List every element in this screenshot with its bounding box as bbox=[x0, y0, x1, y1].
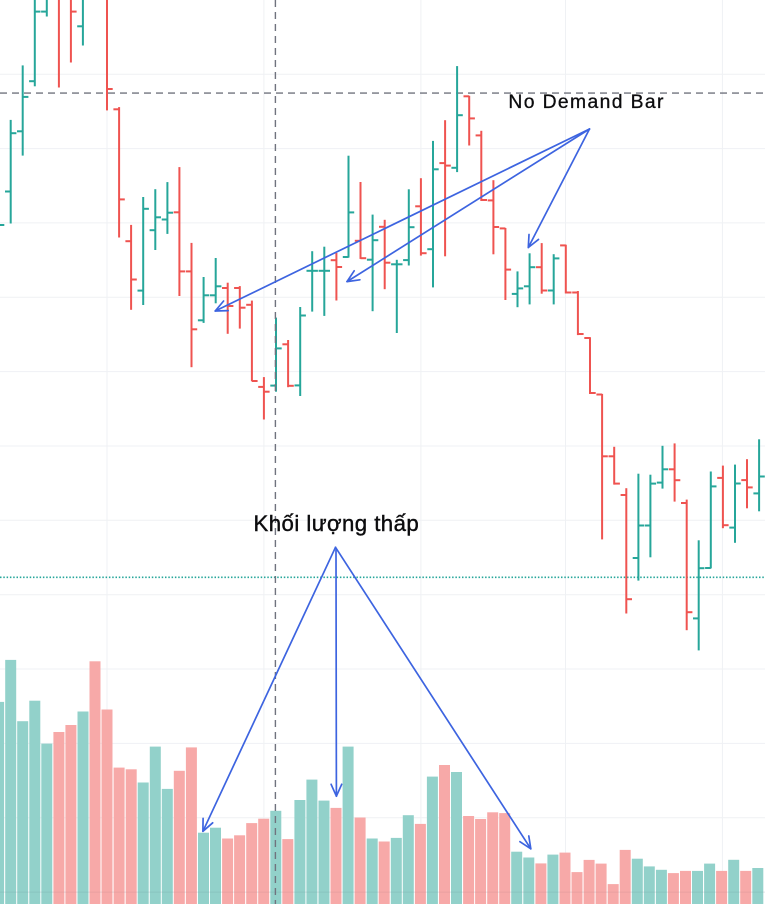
svg-text:Khối lượng thấp: Khối lượng thấp bbox=[254, 511, 420, 536]
svg-text:No Demand Bar: No Demand Bar bbox=[508, 92, 664, 113]
